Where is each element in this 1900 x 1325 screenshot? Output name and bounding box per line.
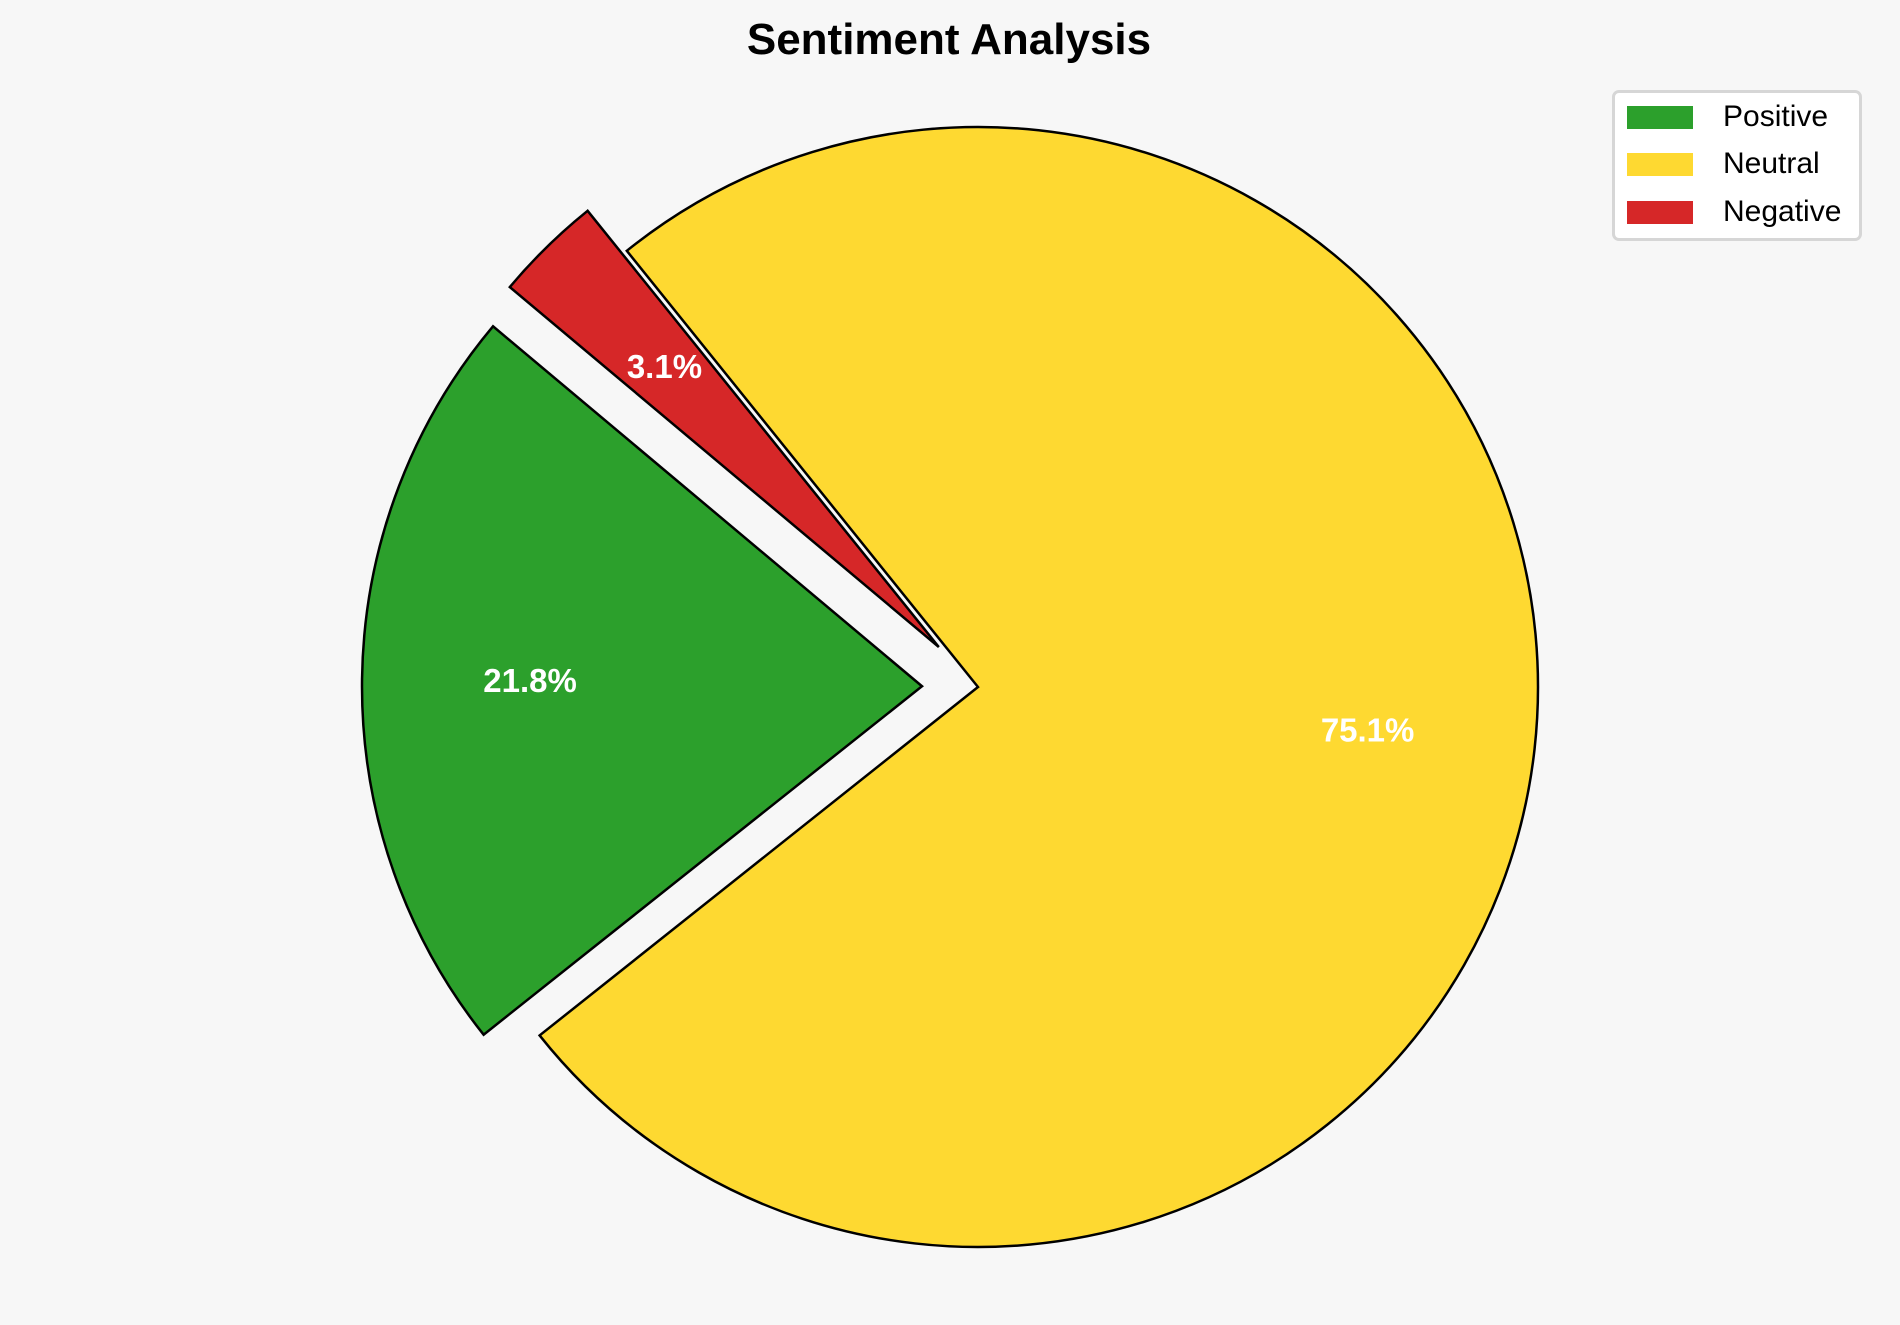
legend-label: Positive xyxy=(1723,100,1829,133)
chart-title: Sentiment Analysis xyxy=(747,15,1151,64)
legend-label: Negative xyxy=(1723,195,1842,228)
legend-label: Neutral xyxy=(1723,147,1820,180)
pie-label-neutral: 75.1% xyxy=(1321,711,1415,748)
legend-item-positive: Positive xyxy=(1627,100,1829,133)
pie-slice-neutral xyxy=(537,125,1540,1249)
pie-label-positive: 21.8% xyxy=(483,662,577,699)
legend-swatch-negative xyxy=(1627,200,1693,224)
legend-item-negative: Negative xyxy=(1627,195,1842,228)
legend-swatch-positive xyxy=(1627,105,1693,129)
pie-slice-negative xyxy=(508,209,940,648)
pie-slice-positive xyxy=(360,324,924,1037)
legend-item-neutral: Neutral xyxy=(1627,147,1820,180)
pie-label-negative: 3.1% xyxy=(627,348,702,385)
legend: Positive Neutral Negative xyxy=(1612,90,1862,241)
legend-swatch-neutral xyxy=(1627,152,1693,176)
